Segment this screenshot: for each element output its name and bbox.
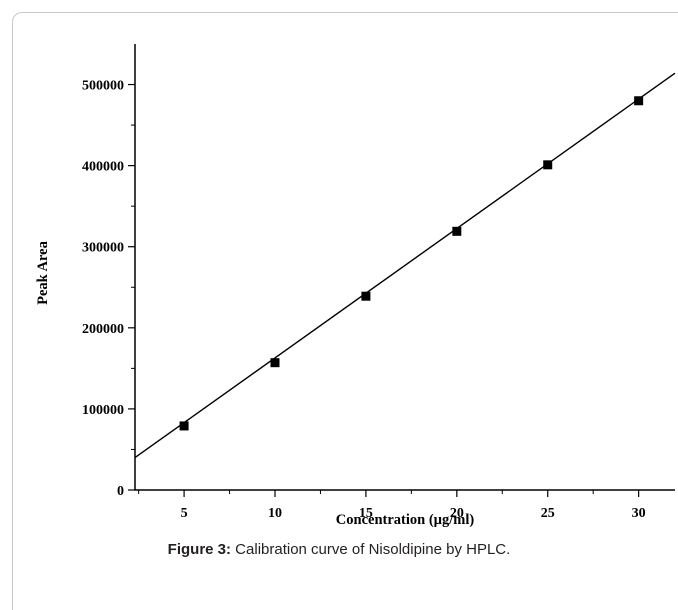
x-axis-title: Concentration (µg/ml): [336, 512, 475, 528]
figure-caption: Figure 3: Calibration curve of Nisoldipi…: [0, 541, 678, 558]
x-tick-label: 5: [181, 506, 188, 521]
figure-frame: [12, 12, 678, 610]
data-point: [452, 226, 462, 236]
data-point: [361, 291, 371, 301]
fit-line-group: [134, 72, 676, 459]
x-tick-label: 10: [268, 506, 282, 521]
y-tick-label: 400000: [82, 160, 124, 175]
x-tick-label: 25: [541, 506, 555, 521]
x-tick-label: 15: [359, 506, 373, 521]
y-tick-label: 100000: [82, 403, 124, 418]
y-axis-title: Peak Area: [35, 240, 51, 305]
data-points: [179, 96, 644, 431]
caption-label: Figure 3:: [167, 541, 232, 558]
y-tick-label: 300000: [82, 241, 124, 256]
y-tick-label: 0: [117, 484, 124, 499]
x-tick-label: 20: [450, 506, 464, 521]
data-point: [179, 421, 189, 431]
data-point: [270, 358, 280, 368]
calibration-chart: 5 10 15 20 25 30 0 100000 200000 300000 400000 5000…: [35, 44, 676, 528]
x-tick-label: 30: [632, 506, 646, 521]
data-point: [543, 160, 553, 170]
ticks: 5 10 15 20 25 30 0 100000 200000 300000 400000 5000…: [82, 79, 646, 521]
y-tick-label: 200000: [82, 322, 124, 337]
caption-text: Calibration curve of Nisoldipine by HPLC…: [231, 541, 511, 558]
y-tick-label: 500000: [82, 79, 124, 94]
axes: [134, 44, 675, 491]
data-point: [634, 96, 644, 106]
regression-line: [134, 72, 676, 459]
